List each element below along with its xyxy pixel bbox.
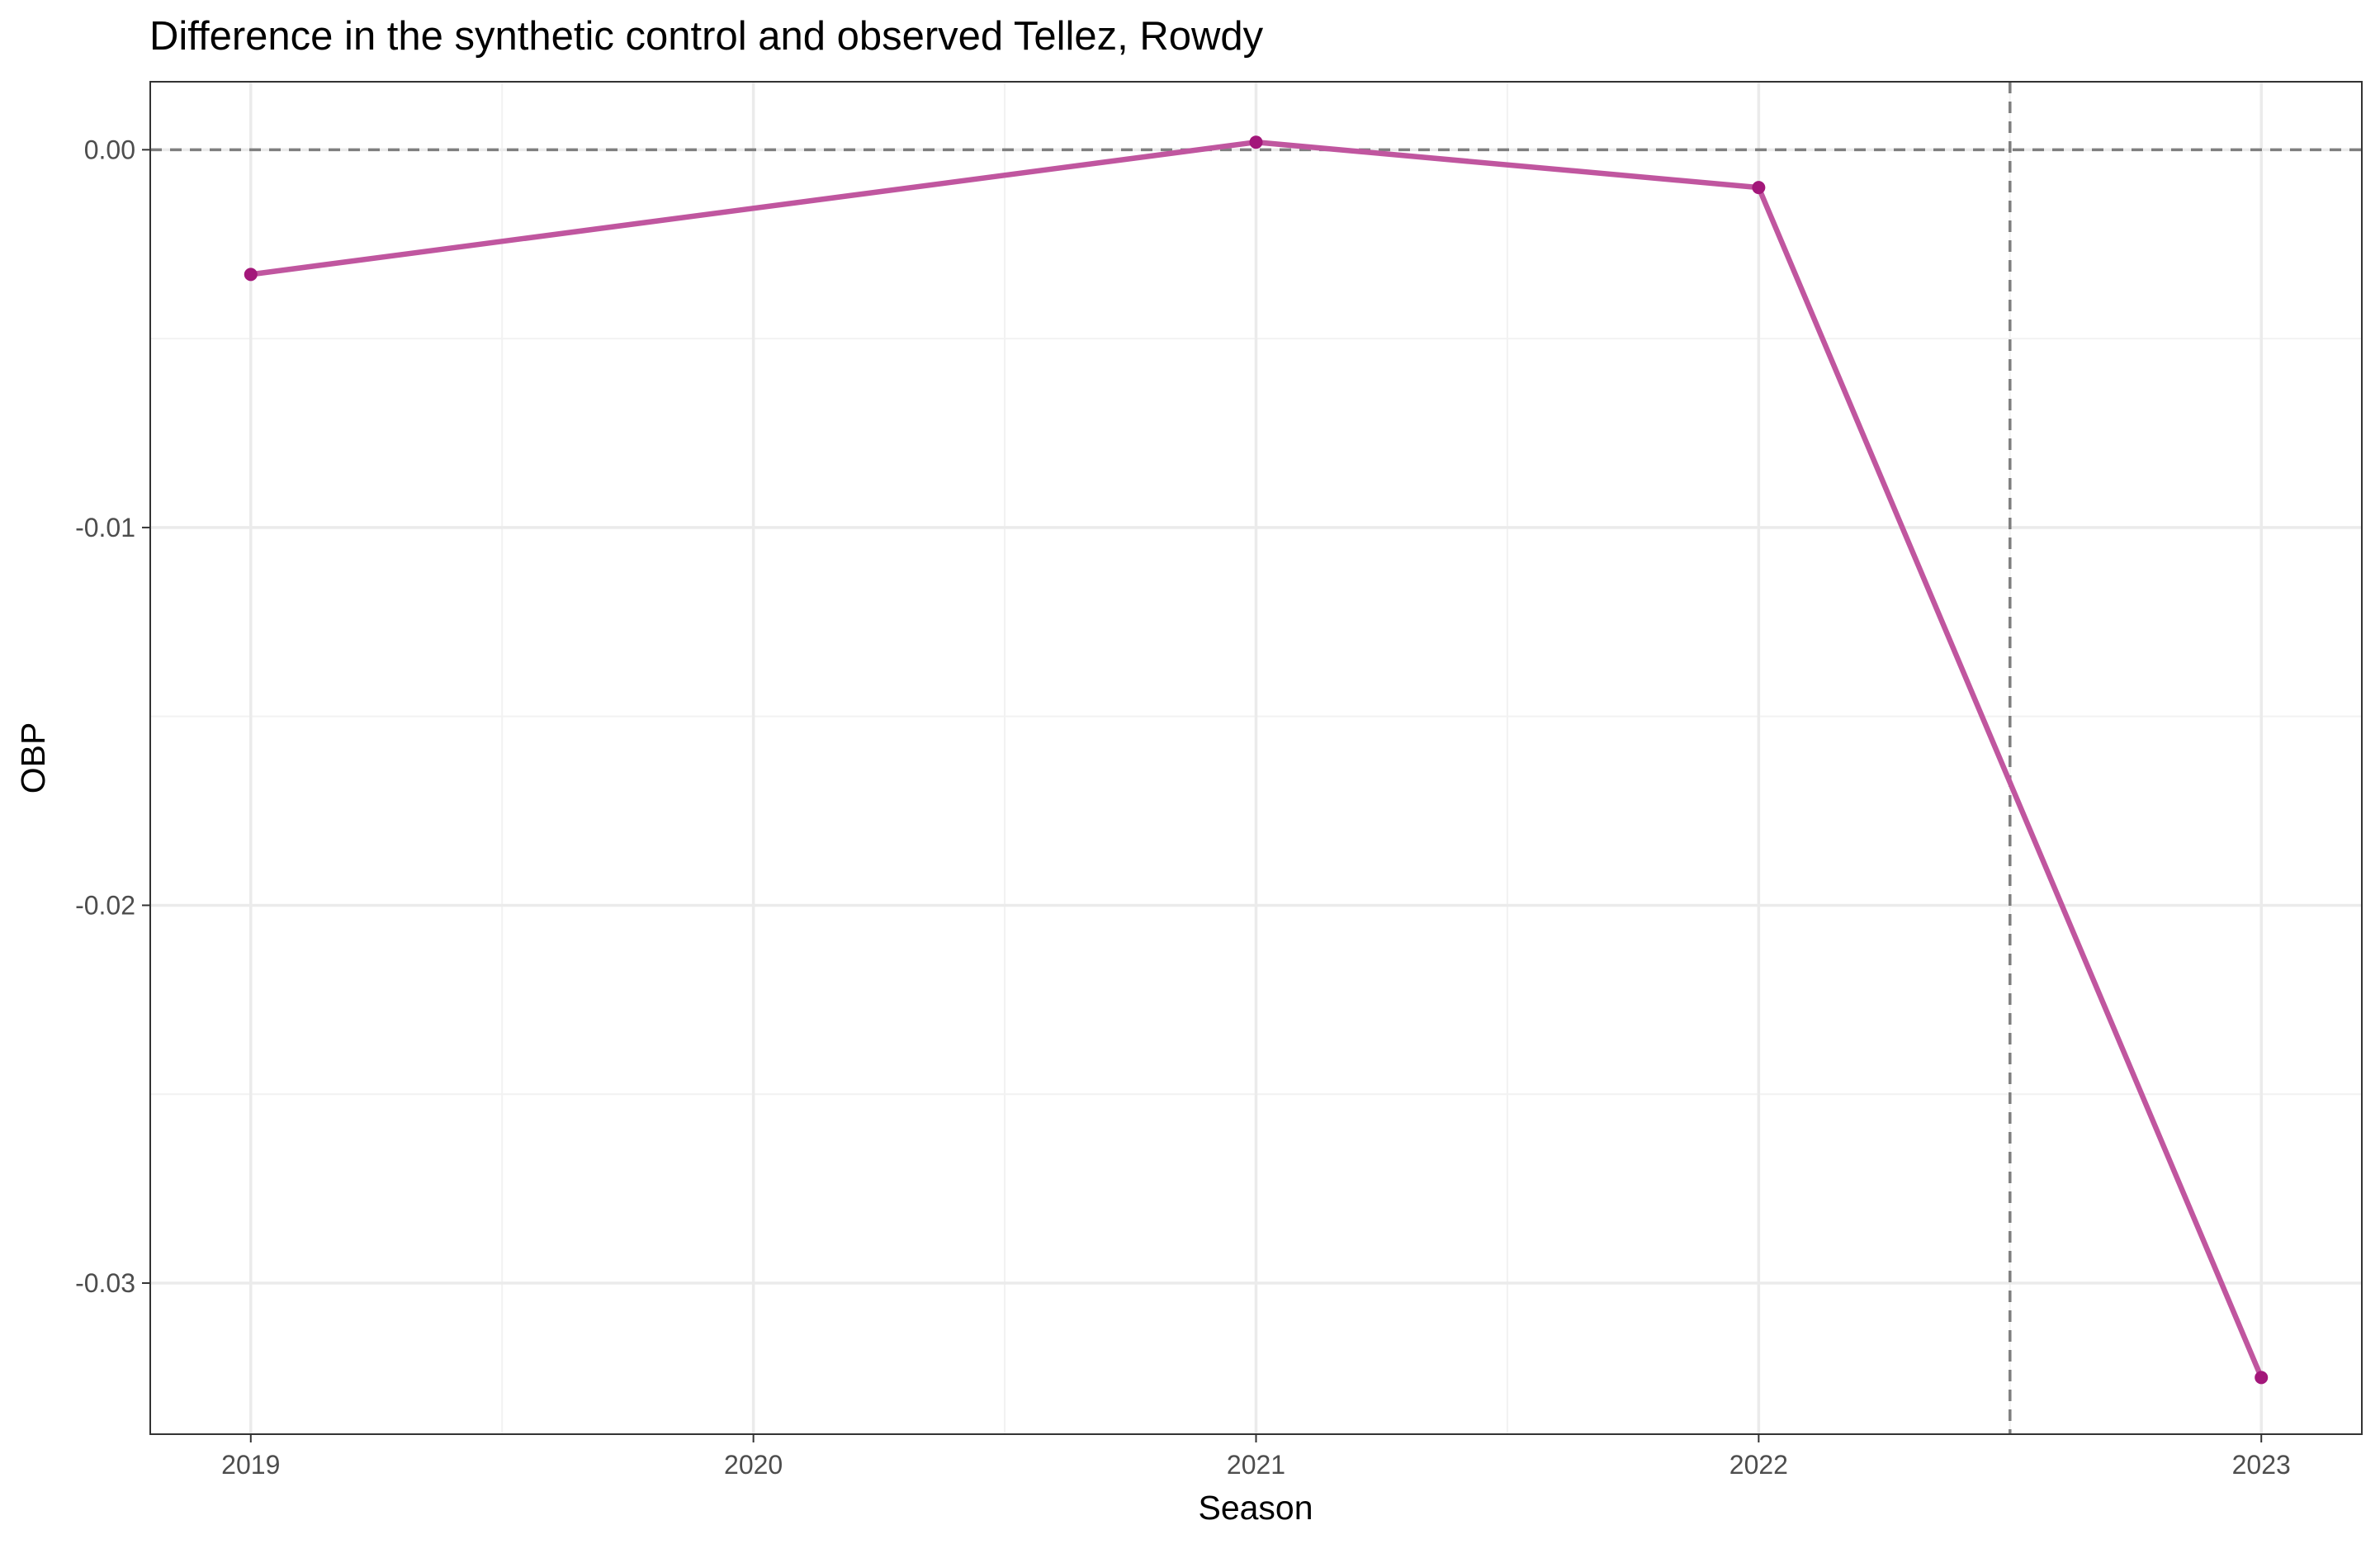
reference-lines	[150, 82, 2362, 1434]
data-point	[2255, 1371, 2269, 1385]
data-point	[1249, 135, 1263, 149]
x-tick-label: 2022	[1729, 1450, 1788, 1480]
data-point	[244, 268, 258, 282]
x-tick-label: 2021	[1227, 1450, 1285, 1480]
major-grid	[150, 82, 2362, 1434]
chart-title: Difference in the synthetic control and …	[149, 14, 1264, 59]
x-axis: 2019 2020 2021 2022 2023	[221, 1434, 2291, 1480]
y-axis: 0.00 -0.01 -0.02 -0.03	[75, 135, 150, 1298]
y-tick-label: -0.01	[75, 513, 135, 542]
y-axis-title: OBP	[14, 722, 52, 794]
y-tick-label: -0.03	[75, 1268, 135, 1298]
y-tick-label: 0.00	[84, 135, 135, 164]
x-axis-title: Season	[1198, 1489, 1313, 1527]
x-tick-label: 2019	[221, 1450, 280, 1480]
series-line	[248, 139, 2264, 1381]
series-group	[244, 135, 2269, 1385]
x-tick-label: 2023	[2232, 1450, 2291, 1480]
data-point	[1752, 181, 1766, 195]
x-tick-label: 2020	[724, 1450, 783, 1480]
y-tick-label: -0.02	[75, 890, 135, 920]
